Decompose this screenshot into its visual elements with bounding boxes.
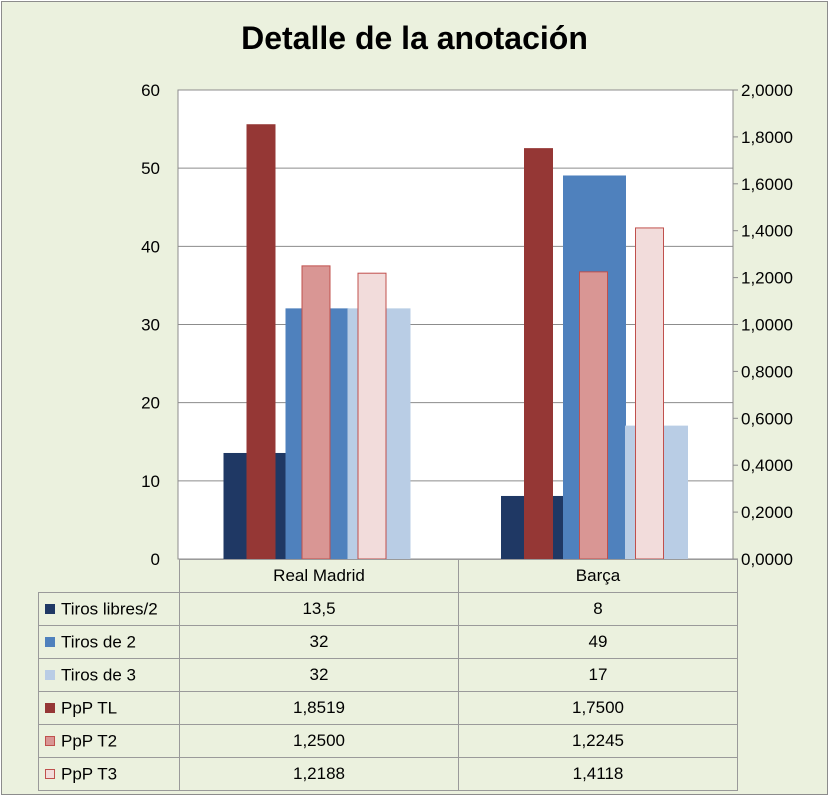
legend-entry: PpP T3 <box>38 757 180 791</box>
legend-entry: Tiros de 2 <box>38 625 180 659</box>
table-row: Tiros de 3 32 17 <box>38 658 738 692</box>
y-tick-label: 50 <box>141 159 160 178</box>
y2-tick-label: 0,6000 <box>741 409 793 428</box>
table-row: PpP TL 1,8519 1,7500 <box>38 691 738 725</box>
y2-tick-label: 1,8000 <box>741 128 793 147</box>
category-label: Barça <box>458 559 738 593</box>
table-cell: 49 <box>458 625 738 659</box>
y2-tick-label: 1,4000 <box>741 222 793 241</box>
bar <box>357 272 387 560</box>
series-name: PpP T2 <box>61 731 118 751</box>
table-row: Tiros libres/2 13,5 8 <box>38 592 738 626</box>
legend-entry: PpP T2 <box>38 724 180 758</box>
legend-swatch-icon <box>45 736 55 747</box>
y-tick-label: 40 <box>141 237 160 256</box>
series-name: PpP T3 <box>61 764 118 784</box>
legend-entry: Tiros libres/2 <box>38 592 180 626</box>
bar <box>524 148 553 560</box>
table-cell: 17 <box>458 658 738 692</box>
table-cell: 1,2245 <box>458 724 738 758</box>
table-cell: 1,8519 <box>179 691 459 725</box>
series-name: PpP TL <box>61 698 118 718</box>
bar <box>579 271 608 560</box>
table-cell: 8 <box>458 592 738 626</box>
legend-entry: Tiros de 3 <box>38 658 180 692</box>
data-table: Real Madrid Barça Tiros libres/2 13,5 8 … <box>38 559 738 791</box>
table-header-row: Real Madrid Barça <box>39 559 738 593</box>
table-cell: 1,4118 <box>458 757 738 791</box>
table-cell: 1,7500 <box>458 691 738 725</box>
table-row: PpP T3 1,2188 1,4118 <box>38 757 738 791</box>
bar <box>246 124 276 560</box>
bar <box>635 227 664 560</box>
y2-tick-label: 0,8000 <box>741 362 793 381</box>
y2-tick-label: 2,0000 <box>741 81 793 100</box>
y-tick-label: 60 <box>141 81 160 100</box>
table-cell: 32 <box>179 658 459 692</box>
series-name: Tiros de 3 <box>61 665 136 685</box>
table-cell: 1,2500 <box>179 724 459 758</box>
chart-title: Detalle de la anotación <box>241 20 588 56</box>
y-tick-label: 0 <box>151 550 160 569</box>
y-tick-label: 30 <box>141 316 160 335</box>
table-cell: 32 <box>179 625 459 659</box>
legend-swatch-icon <box>45 769 55 780</box>
y-tick-label: 20 <box>141 394 160 413</box>
table-row: PpP T2 1,2500 1,2245 <box>38 724 738 758</box>
table-corner <box>39 560 180 593</box>
legend-swatch-icon <box>45 670 55 681</box>
y2-tick-label: 0,4000 <box>741 456 793 475</box>
series-name: Tiros libres/2 <box>61 599 158 619</box>
y2-tick-label: 1,2000 <box>741 269 793 288</box>
y-tick-label: 10 <box>141 472 160 491</box>
y2-tick-label: 1,0000 <box>741 316 793 335</box>
legend-swatch-icon <box>45 604 55 615</box>
y2-tick-label: 0,0000 <box>741 550 793 569</box>
series-name: Tiros de 2 <box>61 632 136 652</box>
table-row: Tiros de 2 32 49 <box>38 625 738 659</box>
table-cell: 13,5 <box>179 592 459 626</box>
legend-swatch-icon <box>45 703 55 714</box>
legend-entry: PpP TL <box>38 691 180 725</box>
y2-tick-label: 0,2000 <box>741 503 793 522</box>
table-cell: 1,2188 <box>179 757 459 791</box>
bar <box>301 265 331 560</box>
y2-tick-label: 1,6000 <box>741 175 793 194</box>
category-label: Real Madrid <box>179 559 459 593</box>
legend-swatch-icon <box>45 637 55 648</box>
